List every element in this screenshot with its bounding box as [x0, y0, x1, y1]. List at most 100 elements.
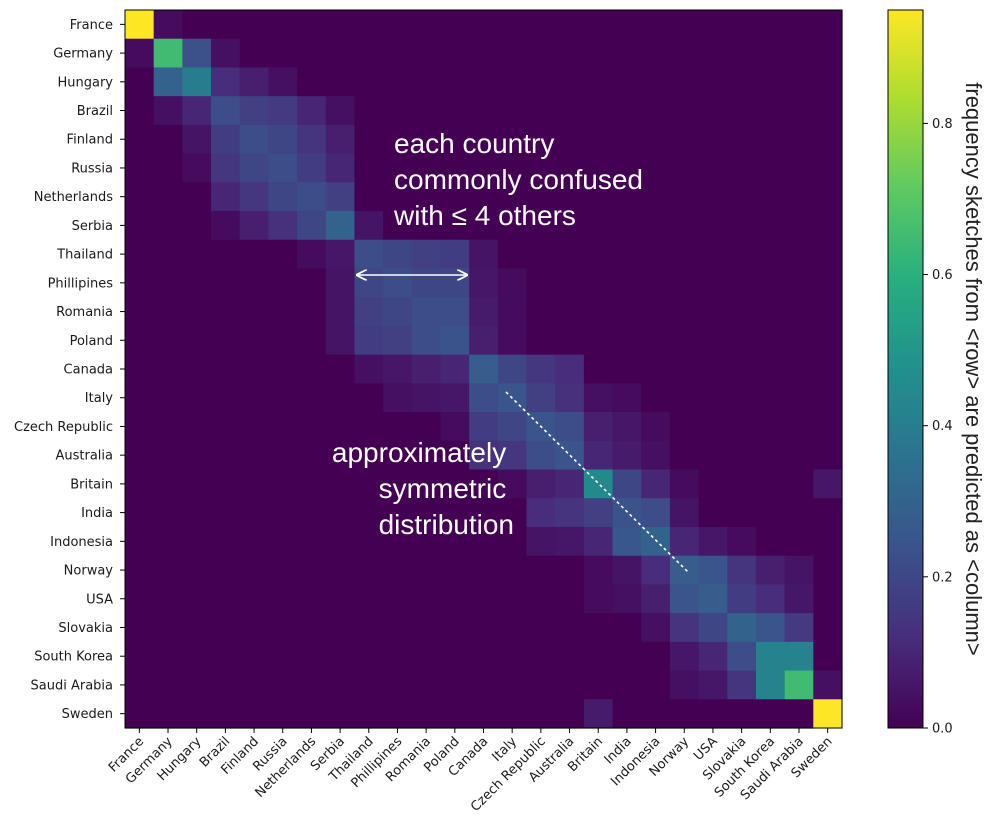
heatmap-cell	[440, 526, 470, 557]
heatmap-cell	[755, 383, 786, 413]
heatmap-cell	[612, 268, 642, 298]
heatmap-cell	[755, 153, 786, 183]
heatmap-cell	[268, 670, 298, 700]
heatmap-cell	[297, 584, 327, 614]
heatmap-cell	[813, 211, 843, 241]
annotation-line: symmetric	[379, 473, 507, 504]
heatmap-cell	[497, 354, 528, 384]
heatmap-cell	[583, 239, 614, 270]
heatmap-cell	[268, 96, 298, 126]
row-label: Australia	[55, 449, 113, 464]
heatmap-cell	[268, 153, 298, 183]
heatmap-cell	[383, 670, 413, 700]
heatmap-cell	[555, 211, 585, 241]
heatmap-cell	[669, 613, 700, 643]
heatmap-cell	[354, 383, 384, 413]
heatmap-cell	[526, 153, 556, 183]
heatmap-cell	[440, 670, 470, 700]
row-label: Sweden	[62, 707, 113, 722]
heatmap-cell	[297, 153, 327, 183]
heatmap-cell	[325, 412, 356, 442]
heatmap-cell	[211, 670, 241, 700]
row-label: Phillipines	[48, 276, 114, 291]
row-label: Netherlands	[34, 190, 113, 205]
heatmap-cell	[641, 699, 671, 729]
heatmap-cell	[325, 239, 356, 270]
heatmap-cell	[583, 153, 614, 183]
heatmap-cell	[440, 469, 470, 499]
heatmap-cell	[555, 67, 585, 97]
heatmap-cell	[698, 153, 728, 183]
heatmap-cell	[211, 526, 241, 557]
heatmap-cell	[583, 182, 614, 212]
heatmap-cell	[727, 469, 757, 499]
heatmap-cell	[182, 383, 212, 413]
heatmap-cell	[383, 699, 413, 729]
heatmap-cell	[784, 297, 814, 327]
heatmap-cell	[239, 584, 269, 614]
heatmap-cell	[497, 412, 528, 442]
heatmap-cell	[411, 469, 442, 499]
heatmap-cell	[526, 526, 556, 557]
heatmap-cell	[641, 38, 671, 69]
heatmap-cell	[354, 498, 384, 528]
heatmap-cell	[268, 440, 298, 471]
heatmap-cell	[125, 383, 155, 413]
heatmap-cell	[641, 325, 671, 356]
heatmap-cell	[497, 182, 528, 212]
heatmap-cell	[641, 211, 671, 241]
heatmap-cell	[727, 440, 757, 471]
heatmap-cell	[440, 383, 470, 413]
heatmap-cell	[354, 297, 384, 327]
heatmap-cell	[325, 182, 356, 212]
heatmap-cell	[612, 297, 642, 327]
row-label: Romania	[56, 305, 113, 320]
heatmap-cell	[669, 555, 700, 585]
heatmap-cell	[813, 412, 843, 442]
heatmap-cell	[125, 526, 155, 557]
heatmap-cell	[325, 124, 356, 155]
heatmap-cell	[153, 440, 183, 471]
heatmap-cell	[411, 67, 442, 97]
heatmap-cell	[211, 10, 241, 40]
heatmap-cell	[469, 440, 499, 471]
heatmap-cell	[411, 354, 442, 384]
row-label: USA	[86, 592, 113, 607]
heatmap-cell	[612, 383, 642, 413]
heatmap-cell	[182, 211, 212, 241]
heatmap-cell	[182, 325, 212, 356]
heatmap-cell	[239, 297, 269, 327]
heatmap-cell	[784, 641, 814, 672]
heatmap-cell	[153, 67, 183, 97]
heatmap-cell	[297, 699, 327, 729]
heatmap-cell	[125, 239, 155, 270]
heatmap-cell	[469, 699, 499, 729]
heatmap-cell	[354, 153, 384, 183]
heatmap-cell	[727, 383, 757, 413]
heatmap-cell	[383, 613, 413, 643]
heatmap-cell	[268, 10, 298, 40]
heatmap-cell	[526, 239, 556, 270]
heatmap-cell	[153, 211, 183, 241]
heatmap-cell	[497, 699, 528, 729]
heatmap-cell	[411, 555, 442, 585]
heatmap-cell	[411, 10, 442, 40]
heatmap-cell	[784, 498, 814, 528]
heatmap-cell	[354, 10, 384, 40]
heatmap-cell	[555, 354, 585, 384]
heatmap-cell	[784, 96, 814, 126]
heatmap-cell	[727, 10, 757, 40]
heatmap-cell	[297, 38, 327, 69]
heatmap-cell	[727, 555, 757, 585]
heatmap-cell	[641, 498, 671, 528]
heatmap-cell	[583, 383, 614, 413]
heatmap-cell	[497, 641, 528, 672]
row-label: India	[81, 506, 113, 521]
heatmap-cell	[411, 440, 442, 471]
heatmap-cell	[813, 641, 843, 672]
heatmap-cell	[612, 153, 642, 183]
heatmap-cell	[325, 469, 356, 499]
row-label: Britain	[70, 477, 113, 492]
heatmap-cell	[698, 325, 728, 356]
